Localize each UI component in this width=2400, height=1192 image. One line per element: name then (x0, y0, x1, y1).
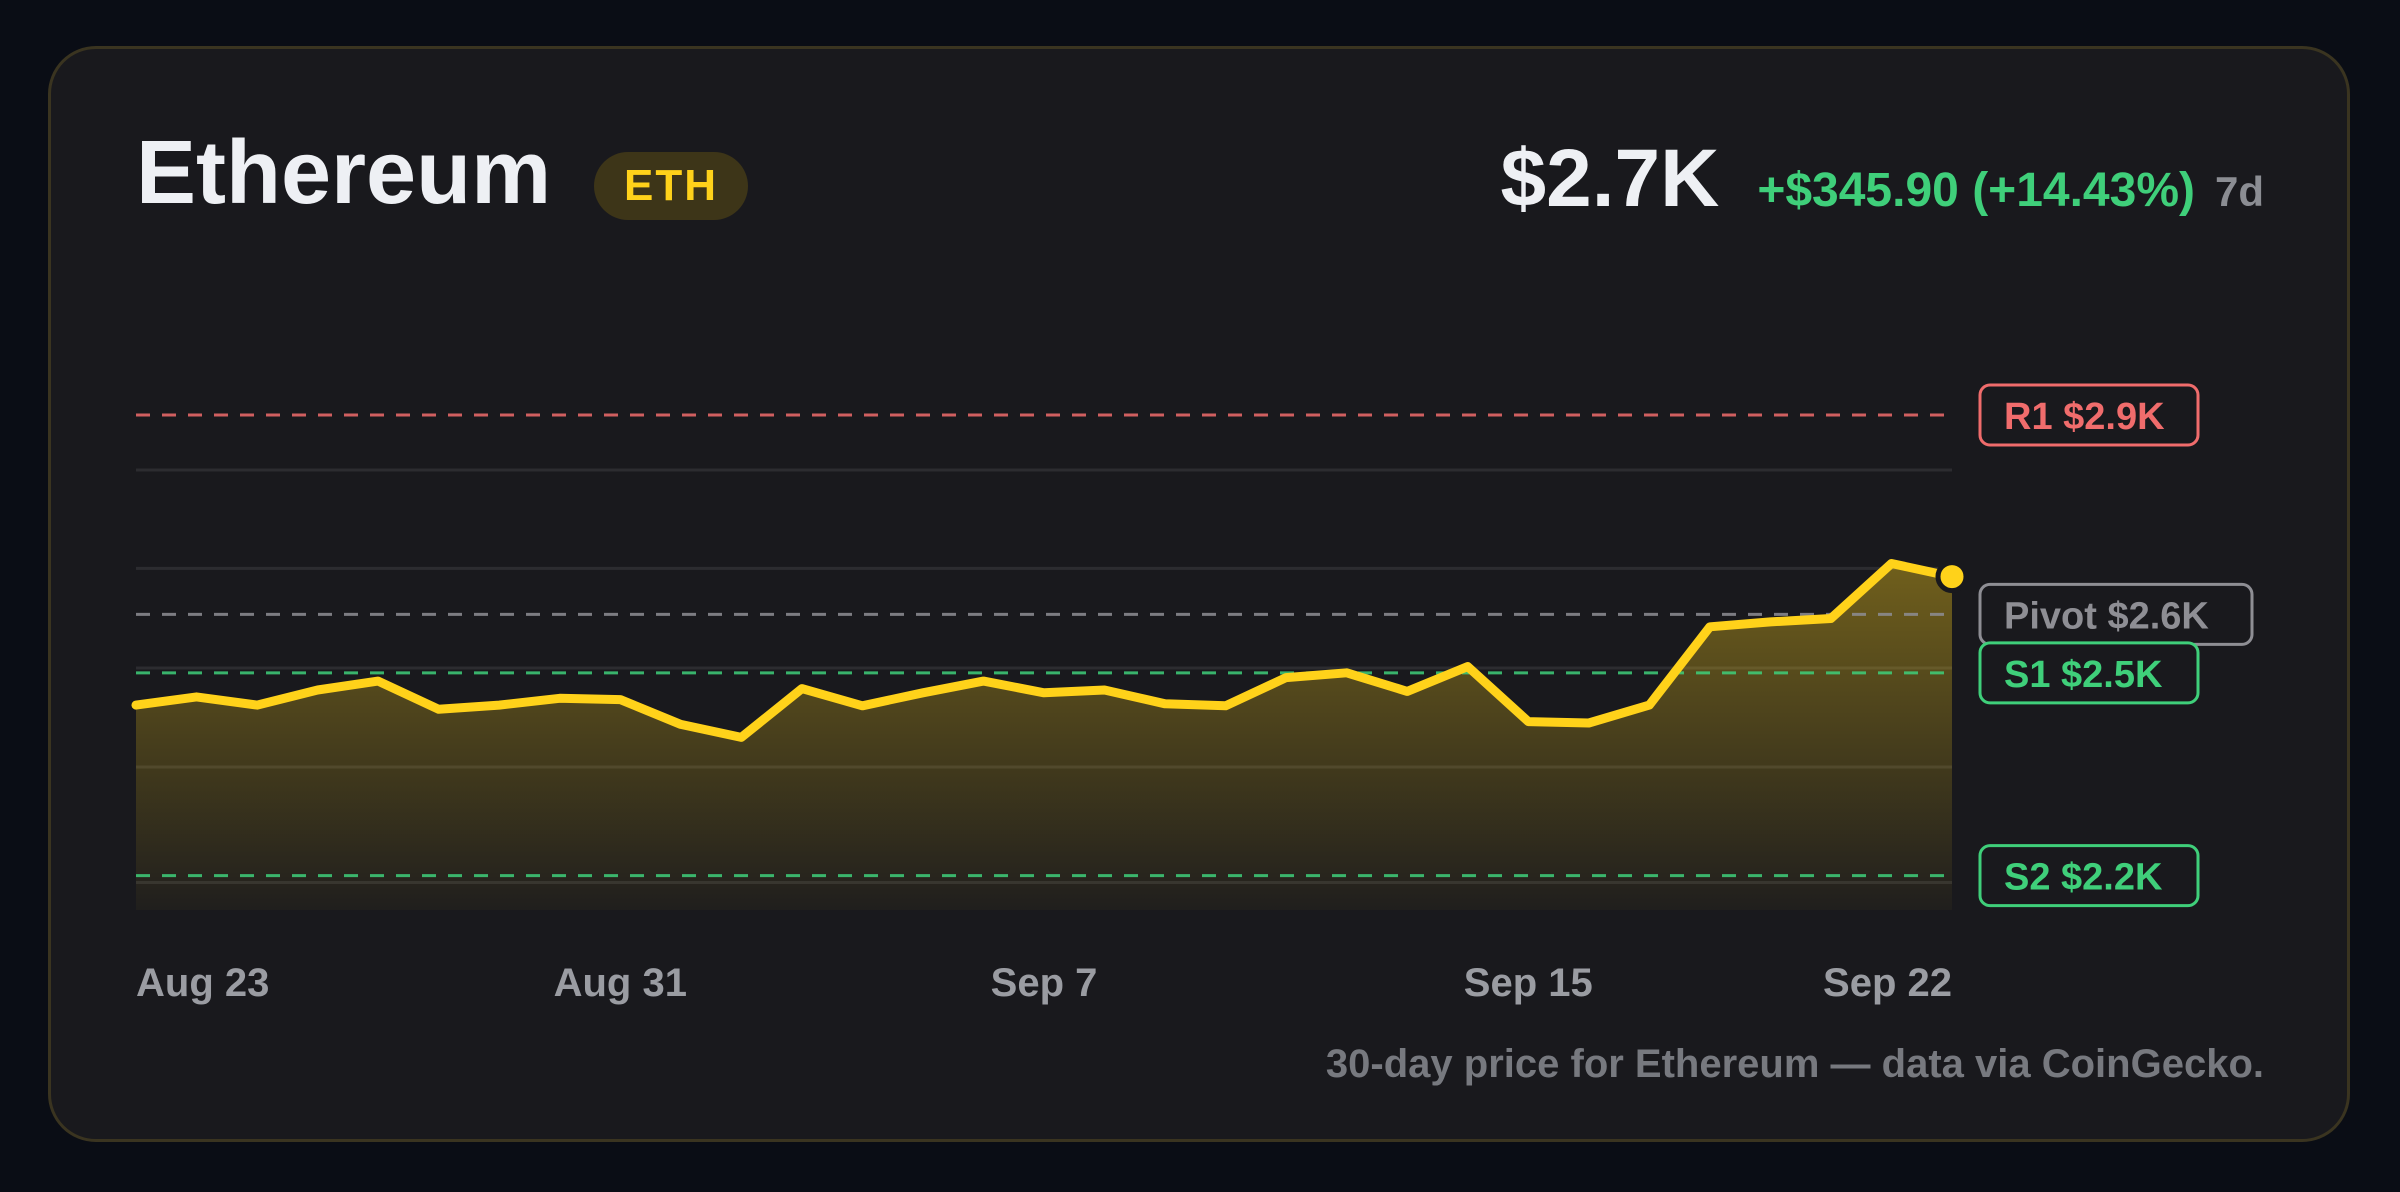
x-tick-label: Aug 31 (554, 961, 687, 1005)
x-tick-label: Sep 7 (991, 961, 1098, 1005)
price-area (136, 563, 1952, 910)
data-source-note: 30-day price for Ethereum — data via Coi… (1325, 1042, 2264, 1086)
x-tick-label: Aug 23 (136, 961, 269, 1005)
level-tag-s2 (1978, 844, 2200, 908)
current-price: $2.7K (1500, 133, 1720, 224)
x-tick-label: Sep 22 (1823, 961, 1952, 1005)
ticker-badge: ETH (594, 152, 748, 220)
level-tag-label-pivot: Pivot $2.6K (2004, 595, 2209, 637)
level-tag-label-r1: R1 $2.9K (2004, 396, 2165, 438)
price-line (131, 559, 1957, 742)
latest-price-dot (1935, 560, 1969, 594)
x-tick-label: Sep 15 (1464, 961, 1593, 1005)
level-tag-s1 (1978, 641, 2200, 705)
level-tag-label-s1: S1 $2.5K (2004, 654, 2163, 696)
level-tag-label-s2: S2 $2.2K (2004, 857, 2163, 899)
price-card (48, 46, 2350, 1142)
asset-title: Ethereum (136, 123, 552, 223)
price-change: +$345.90 (+14.43%) (1757, 164, 2195, 217)
level-tag-r1 (1978, 383, 2200, 447)
change-period: 7d (2214, 168, 2264, 215)
price-summary: $2.7K +$345.90 (+14.43%) 7d (1500, 132, 2264, 226)
